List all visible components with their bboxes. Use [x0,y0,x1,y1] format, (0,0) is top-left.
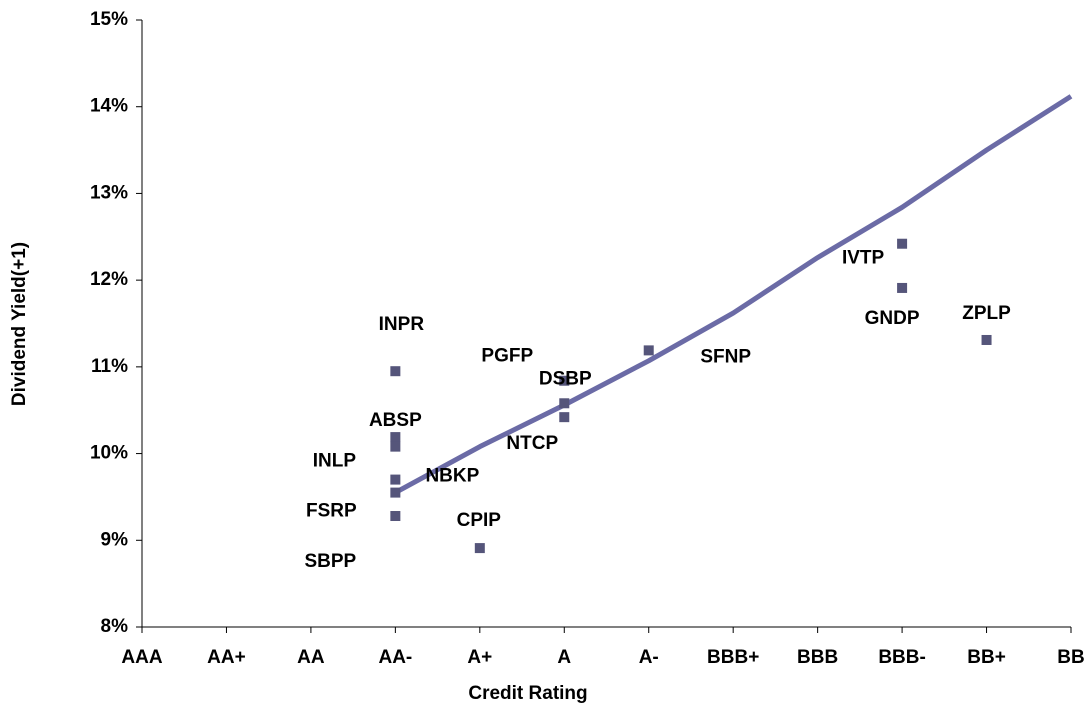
y-tick-label: 12% [90,269,128,290]
y-tick-label: 13% [90,182,128,203]
point-label: NBKP [425,466,479,487]
point-label: ZPLP [962,303,1011,324]
y-tick-label: 15% [90,9,128,30]
point [474,543,485,554]
point [390,474,401,485]
x-tick-label: AA+ [207,647,246,668]
x-tick-label: BB [1057,647,1084,668]
point-label: SBPP [304,551,356,572]
y-tick-label: 8% [101,616,129,637]
x-tick-label: BB+ [967,647,1006,668]
point [897,282,908,293]
x-tick-label: A+ [467,647,492,668]
x-tick-label: AA- [378,647,412,668]
point-label: PGFP [481,346,533,367]
x-tick-label: BBB+ [707,647,759,668]
y-axis-title: Dividend Yield(+1) [9,242,30,406]
point [643,345,654,356]
point-label: NTCP [506,433,558,454]
point-label: ABSP [369,410,422,431]
point-label: INPR [379,314,425,335]
x-tick-label: BBB [797,647,838,668]
point-label: IVTP [842,248,885,269]
point [390,432,401,443]
point [390,487,401,498]
x-tick-label: A- [639,647,659,668]
point-label: INLP [313,451,357,472]
y-tick-label: 14% [90,96,128,117]
x-tick-label: A [557,647,571,668]
x-tick-label: AAA [121,647,162,668]
point [981,334,992,345]
point [390,441,401,452]
x-tick-label: BBB- [878,647,926,668]
point-label: DSBP [539,368,592,389]
point-label: GNDP [865,308,920,329]
point-label: FSRP [306,501,357,522]
point [559,375,570,386]
y-tick-label: 10% [90,443,128,464]
point-label: CPIP [457,510,502,531]
x-tick-label: AA [297,647,325,668]
point [897,238,908,249]
y-tick-label: 11% [91,356,128,377]
point [390,511,401,522]
x-axis-title: Credit Rating [468,683,587,704]
point [559,398,570,409]
y-tick-label: 9% [101,529,129,550]
point [390,366,401,377]
point [559,412,570,423]
trend-line [394,94,1073,495]
point-label: SFNP [700,346,751,367]
